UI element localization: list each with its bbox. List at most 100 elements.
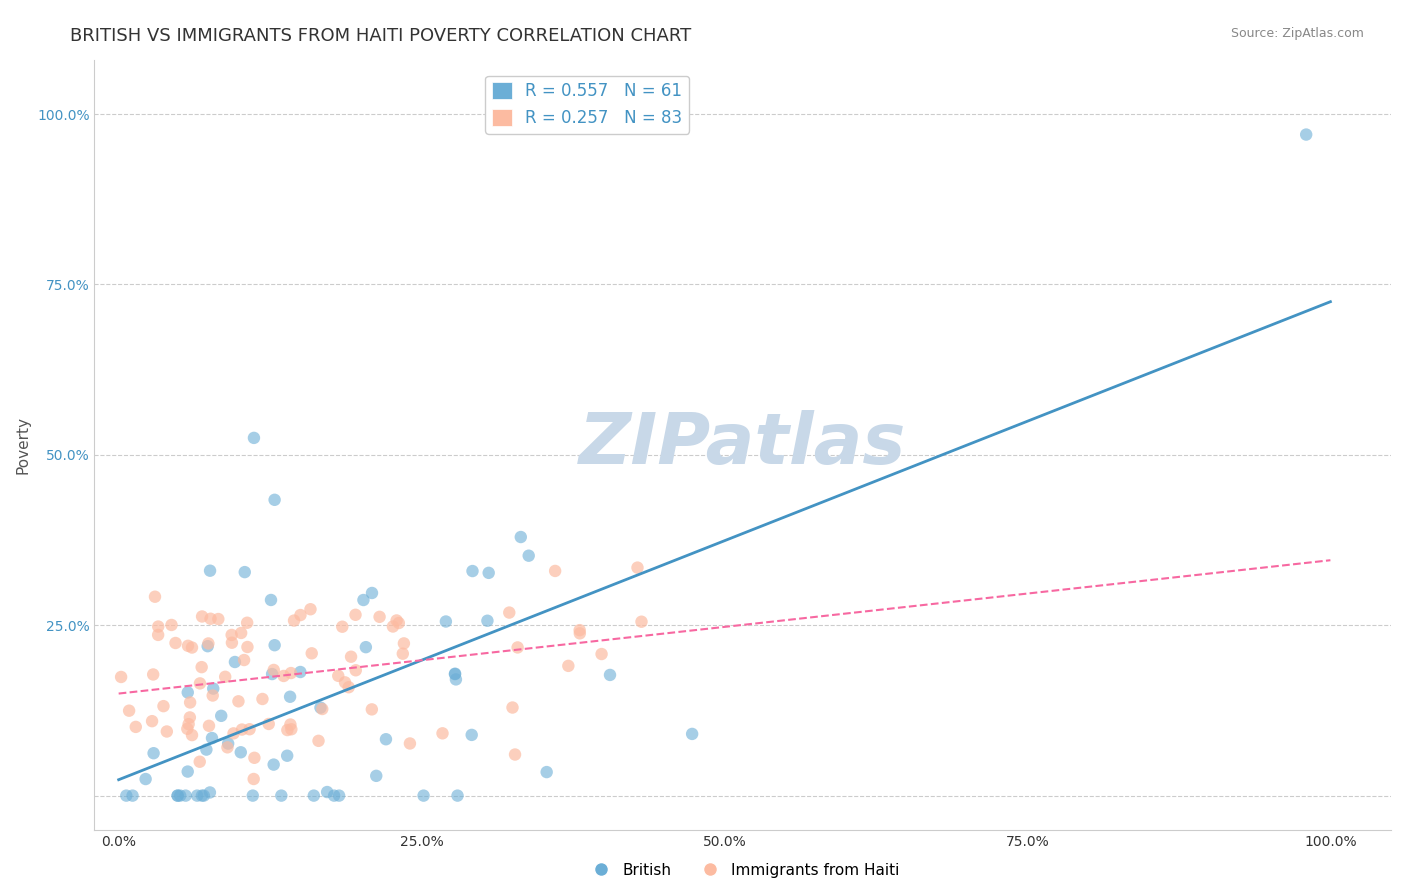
- Immigrants from Haiti: [340, 649, 363, 664]
- British: [328, 789, 350, 803]
- Immigrants from Haiti: [231, 723, 253, 737]
- Immigrants from Haiti: [432, 726, 454, 740]
- Immigrants from Haiti: [110, 670, 132, 684]
- Immigrants from Haiti: [308, 734, 330, 748]
- British: [166, 789, 188, 803]
- Immigrants from Haiti: [252, 692, 274, 706]
- Immigrants from Haiti: [301, 646, 323, 660]
- Immigrants from Haiti: [233, 653, 256, 667]
- Immigrants from Haiti: [498, 606, 520, 620]
- British: [135, 772, 157, 786]
- Immigrants from Haiti: [231, 626, 253, 640]
- Immigrants from Haiti: [179, 695, 201, 709]
- Immigrants from Haiti: [311, 702, 333, 716]
- British: [444, 667, 467, 681]
- Text: BRITISH VS IMMIGRANTS FROM HAITI POVERTY CORRELATION CHART: BRITISH VS IMMIGRANTS FROM HAITI POVERTY…: [70, 27, 692, 45]
- British: [517, 549, 540, 563]
- British: [195, 742, 218, 756]
- Immigrants from Haiti: [177, 717, 200, 731]
- Immigrants from Haiti: [273, 669, 295, 683]
- British: [290, 665, 312, 679]
- British: [352, 593, 374, 607]
- British: [536, 765, 558, 780]
- British: [121, 789, 143, 803]
- British: [186, 789, 208, 803]
- Immigrants from Haiti: [188, 755, 211, 769]
- British: [217, 737, 239, 751]
- British: [201, 731, 224, 745]
- British: [115, 789, 138, 803]
- British: [169, 789, 191, 803]
- Legend: British, Immigrants from Haiti: British, Immigrants from Haiti: [579, 856, 905, 884]
- Immigrants from Haiti: [381, 619, 404, 633]
- British: [243, 431, 266, 445]
- Text: Source: ZipAtlas.com: Source: ZipAtlas.com: [1230, 27, 1364, 40]
- Immigrants from Haiti: [214, 670, 236, 684]
- Immigrants from Haiti: [143, 590, 166, 604]
- Immigrants from Haiti: [392, 636, 415, 650]
- Immigrants from Haiti: [141, 714, 163, 728]
- British: [366, 769, 388, 783]
- Immigrants from Haiti: [176, 722, 198, 736]
- British: [142, 746, 165, 760]
- British: [354, 640, 377, 655]
- Immigrants from Haiti: [190, 660, 212, 674]
- British: [412, 789, 434, 803]
- British: [224, 655, 246, 669]
- Immigrants from Haiti: [165, 636, 187, 650]
- British: [478, 566, 501, 580]
- British: [509, 530, 531, 544]
- Immigrants from Haiti: [181, 728, 204, 742]
- Immigrants from Haiti: [191, 609, 214, 624]
- Immigrants from Haiti: [280, 723, 302, 737]
- Immigrants from Haiti: [503, 747, 526, 762]
- Immigrants from Haiti: [591, 647, 613, 661]
- Immigrants from Haiti: [626, 560, 648, 574]
- Immigrants from Haiti: [197, 636, 219, 650]
- Immigrants from Haiti: [239, 723, 262, 737]
- British: [444, 666, 467, 681]
- Immigrants from Haiti: [236, 615, 259, 630]
- British: [461, 564, 484, 578]
- British: [209, 709, 232, 723]
- British: [202, 681, 225, 696]
- British: [177, 685, 200, 699]
- British: [197, 639, 219, 653]
- Immigrants from Haiti: [188, 676, 211, 690]
- British: [198, 564, 221, 578]
- Immigrants from Haiti: [179, 710, 201, 724]
- Immigrants from Haiti: [181, 640, 204, 655]
- Immigrants from Haiti: [385, 614, 408, 628]
- British: [434, 615, 457, 629]
- Immigrants from Haiti: [280, 717, 302, 731]
- Immigrants from Haiti: [368, 610, 391, 624]
- Immigrants from Haiti: [299, 602, 322, 616]
- British: [166, 789, 188, 803]
- Immigrants from Haiti: [544, 564, 567, 578]
- British: [460, 728, 482, 742]
- Immigrants from Haiti: [242, 772, 264, 786]
- Immigrants from Haiti: [263, 663, 285, 677]
- Immigrants from Haiti: [156, 724, 179, 739]
- Immigrants from Haiti: [201, 689, 224, 703]
- British: [316, 785, 339, 799]
- Immigrants from Haiti: [328, 669, 350, 683]
- British: [174, 789, 197, 803]
- Immigrants from Haiti: [207, 612, 229, 626]
- British: [229, 745, 252, 759]
- British: [444, 673, 467, 687]
- British: [375, 732, 398, 747]
- British: [323, 789, 346, 803]
- British: [263, 757, 285, 772]
- Immigrants from Haiti: [222, 726, 245, 740]
- British: [263, 492, 285, 507]
- Immigrants from Haiti: [200, 612, 222, 626]
- Immigrants from Haiti: [221, 636, 243, 650]
- British: [278, 690, 301, 704]
- Immigrants from Haiti: [557, 658, 579, 673]
- British: [198, 785, 221, 799]
- Immigrants from Haiti: [337, 680, 360, 694]
- British: [177, 764, 200, 779]
- British: [1295, 128, 1317, 142]
- Immigrants from Haiti: [568, 626, 591, 640]
